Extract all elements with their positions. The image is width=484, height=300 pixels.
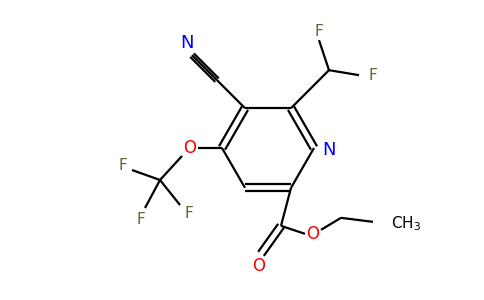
Text: O: O [183, 139, 197, 157]
Text: F: F [119, 158, 127, 173]
Text: O: O [306, 225, 319, 243]
Text: CH$_3$: CH$_3$ [391, 214, 421, 233]
Text: F: F [315, 24, 323, 39]
Text: F: F [184, 206, 194, 220]
Text: F: F [368, 68, 377, 83]
Text: O: O [253, 257, 266, 275]
Text: F: F [136, 212, 145, 226]
Text: N: N [322, 141, 335, 159]
Text: N: N [180, 34, 194, 52]
